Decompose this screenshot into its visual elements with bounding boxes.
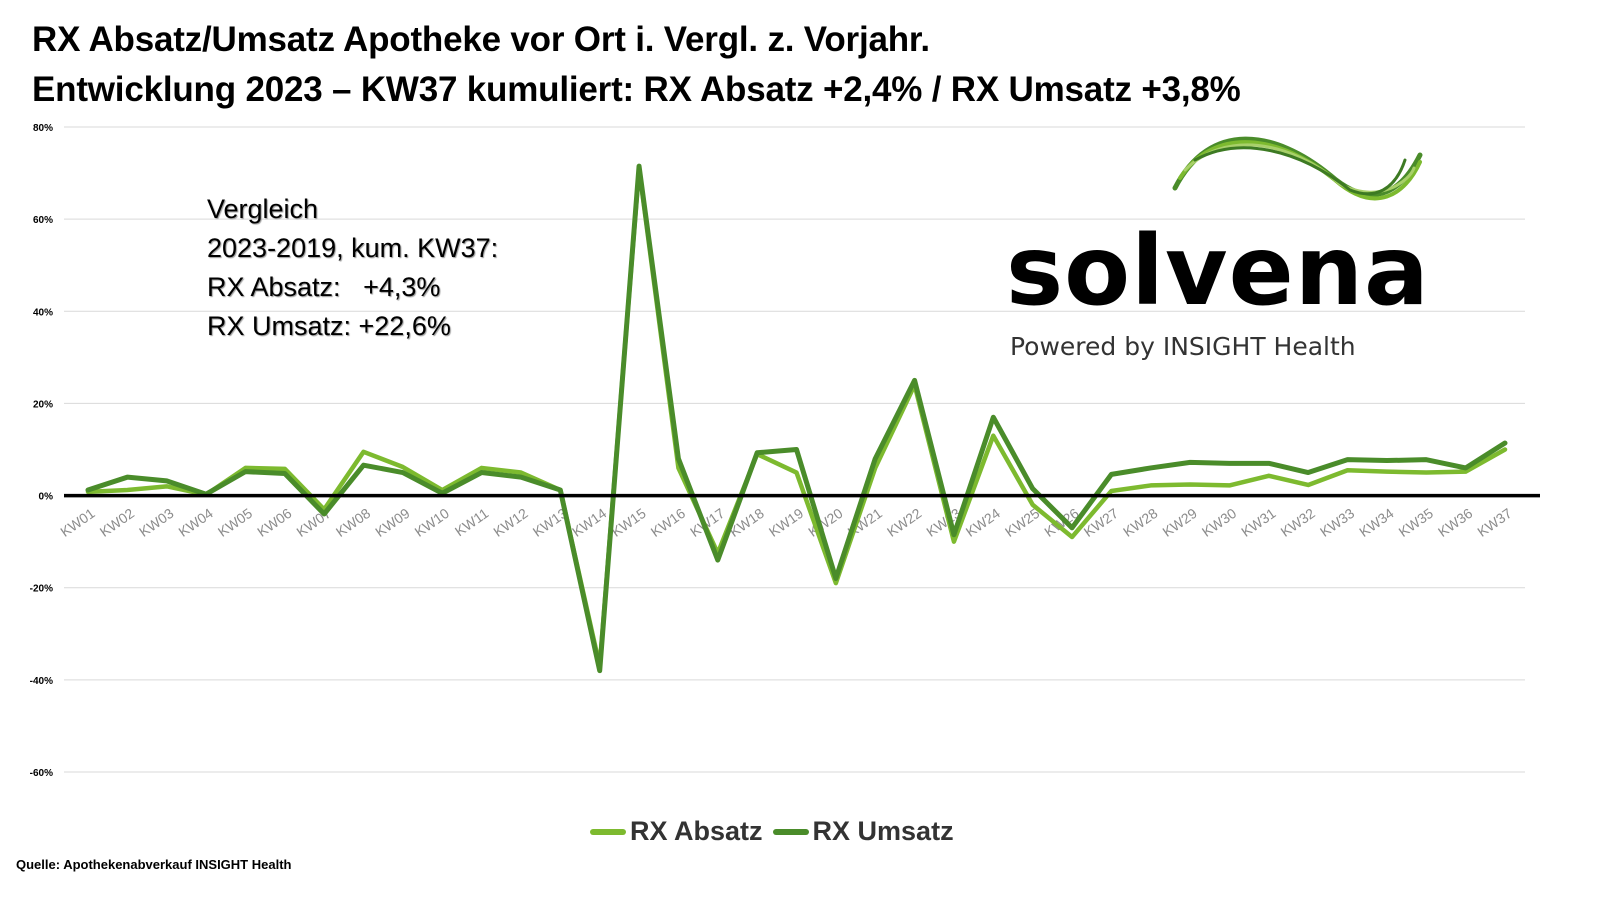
y-tick-label: 80% bbox=[33, 123, 53, 134]
y-tick-label: -60% bbox=[30, 768, 53, 779]
x-tick-label: KW24 bbox=[963, 505, 1004, 540]
x-tick-label: KW32 bbox=[1278, 505, 1319, 540]
x-tick-label: KW34 bbox=[1356, 505, 1397, 540]
y-tick-label: -20% bbox=[30, 584, 53, 595]
x-tick-label: KW16 bbox=[648, 505, 689, 540]
annotation-line-2: 2023-2019, kum. KW37: bbox=[207, 233, 499, 263]
x-tick-label: KW14 bbox=[569, 505, 610, 540]
x-tick-label: KW19 bbox=[766, 505, 807, 540]
legend-label-rx-umsatz: RX Umsatz bbox=[812, 816, 954, 846]
x-tick-label: KW05 bbox=[215, 505, 256, 540]
x-tick-label: KW35 bbox=[1396, 505, 1437, 540]
x-tick-label: KW12 bbox=[490, 505, 531, 540]
comparison-annotation: Vergleich 2023-2019, kum. KW37: RX Absat… bbox=[207, 190, 498, 346]
solvena-logo-wave-icon bbox=[1172, 136, 1423, 201]
x-tick-label: KW08 bbox=[333, 505, 374, 540]
chart-legend: RX Absatz RX Umsatz bbox=[590, 816, 954, 847]
gridlines bbox=[64, 126, 1525, 773]
x-tick-label: KW37 bbox=[1474, 505, 1515, 540]
x-tick-label: KW29 bbox=[1159, 505, 1200, 540]
x-axis-tick-labels: KW01KW02KW03KW04KW05KW06KW07KW08KW09KW10… bbox=[57, 505, 1515, 540]
annotation-line-3: RX Absatz: +4,3% bbox=[207, 272, 441, 302]
annotation-line-4: RX Umsatz: +22,6% bbox=[207, 311, 451, 341]
x-tick-label: KW22 bbox=[884, 505, 925, 540]
y-tick-label: 60% bbox=[33, 215, 53, 226]
series-line-rx-absatz bbox=[85, 166, 1508, 669]
x-tick-label: KW01 bbox=[57, 505, 98, 540]
logo-tagline: Powered by INSIGHT Health bbox=[1010, 332, 1356, 361]
y-tick-label: 40% bbox=[33, 307, 53, 318]
legend-label-rx-absatz: RX Absatz bbox=[630, 816, 763, 846]
x-tick-label: KW09 bbox=[372, 505, 413, 540]
x-tick-label: KW10 bbox=[412, 505, 453, 540]
series-line-rx-umsatz bbox=[85, 163, 1508, 674]
y-tick-label: -40% bbox=[30, 676, 53, 687]
x-tick-label: KW03 bbox=[136, 505, 177, 540]
x-tick-label: KW31 bbox=[1238, 505, 1279, 540]
y-tick-label: 0% bbox=[39, 492, 54, 503]
chart-title-line-2: Entwicklung 2023 – KW37 kumuliert: RX Ab… bbox=[32, 70, 1241, 109]
x-tick-label: KW33 bbox=[1317, 505, 1358, 540]
solvena-logo-wordmark: solvena bbox=[1006, 215, 1430, 327]
legend-swatch-rx-absatz bbox=[590, 828, 626, 835]
source-note: Quelle: Apothekenabverkauf INSIGHT Healt… bbox=[16, 857, 292, 872]
series-lines bbox=[85, 163, 1508, 674]
legend-item-rx-absatz: RX Absatz bbox=[590, 816, 763, 847]
x-tick-label: KW36 bbox=[1435, 505, 1476, 540]
y-axis-tick-labels: 80% 60% 40% 20% 0% -20% -40% -60% bbox=[30, 123, 53, 779]
x-tick-label: KW30 bbox=[1199, 505, 1240, 540]
x-tick-label: KW06 bbox=[254, 505, 295, 540]
annotation-line-1: Vergleich bbox=[207, 194, 319, 224]
y-tick-label: 20% bbox=[33, 399, 53, 410]
x-tick-label: KW28 bbox=[1120, 505, 1161, 540]
x-tick-label: KW04 bbox=[175, 505, 216, 540]
legend-swatch-rx-umsatz bbox=[772, 828, 809, 835]
x-tick-label: KW02 bbox=[97, 505, 138, 540]
legend-item-rx-umsatz: RX Umsatz bbox=[772, 816, 954, 847]
x-tick-label: KW11 bbox=[452, 505, 492, 540]
chart-title-line-1: RX Absatz/Umsatz Apotheke vor Ort i. Ver… bbox=[32, 20, 930, 59]
